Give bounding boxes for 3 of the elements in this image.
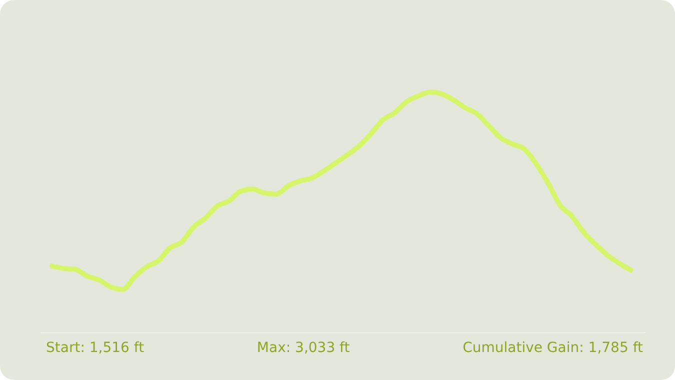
text: Max: 3,033 ft (256, 340, 350, 356)
text: Cumulative Gain: 1,785 ft (462, 340, 643, 356)
text: Start: 1,516 ft (46, 340, 144, 356)
